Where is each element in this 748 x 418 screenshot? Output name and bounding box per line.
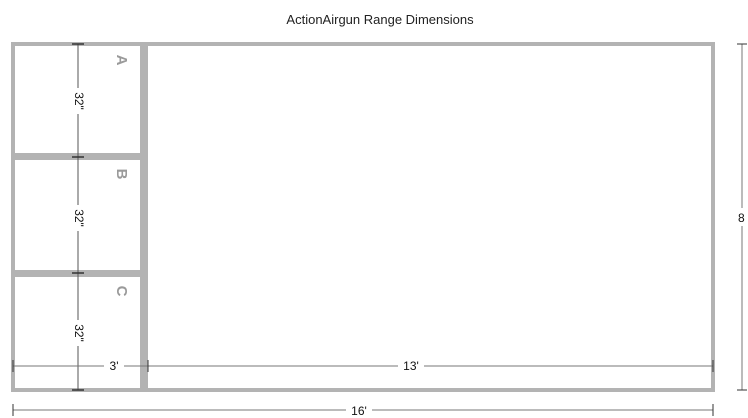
bay-b-depth-label: 32" [72,209,86,227]
diagram-title: ActionAirgun Range Dimensions [286,12,474,27]
bay-label-b: B [113,169,130,180]
bay-label-c: C [113,286,130,297]
range-length-label: 13' [403,359,419,373]
bay-c-depth-label: 32" [72,324,86,342]
inner-width-dimension [12,360,714,372]
bay-label-a: A [113,55,130,66]
total-length-label: 16' [351,404,367,418]
total-height-label: 8 [738,211,745,225]
bay-width-label: 3' [110,359,119,373]
bay-a-depth-label: 32" [72,92,86,110]
bay-divider-wall [140,44,148,390]
range-outer-wall [11,42,715,392]
